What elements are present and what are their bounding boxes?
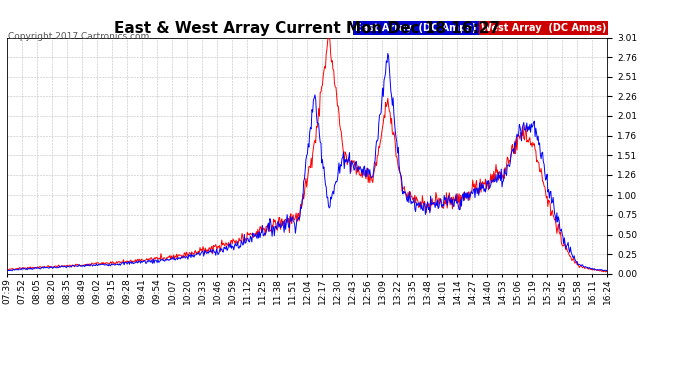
Text: East Array  (DC Amps): East Array (DC Amps) [355, 23, 477, 33]
Text: West Array  (DC Amps): West Array (DC Amps) [481, 23, 607, 33]
Title: East & West Array Current Mon Dec 18 16:27: East & West Array Current Mon Dec 18 16:… [114, 21, 500, 36]
Text: Copyright 2017 Cartronics.com: Copyright 2017 Cartronics.com [8, 32, 150, 41]
